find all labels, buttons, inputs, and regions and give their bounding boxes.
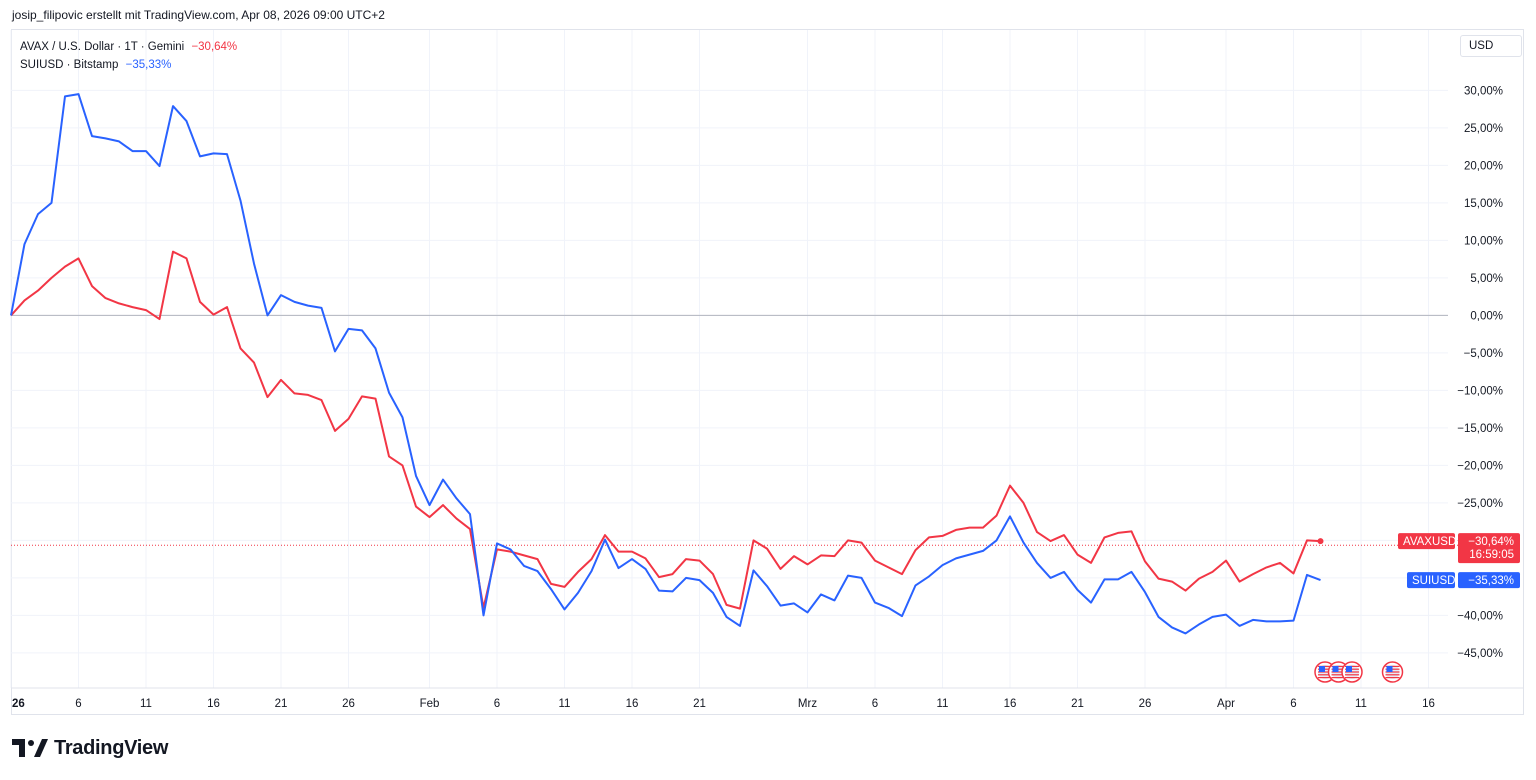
flag-canton bbox=[1386, 666, 1393, 672]
x-tick-label: 16 bbox=[1422, 698, 1435, 710]
x-tick-label: 11 bbox=[937, 698, 949, 710]
x-tick-label: Mrz bbox=[798, 698, 817, 710]
x-tick-label: 26 bbox=[1139, 698, 1152, 710]
x-tick-label: 11 bbox=[1355, 698, 1367, 710]
y-tick-label: 20,00% bbox=[1464, 160, 1503, 172]
event-markers bbox=[1314, 661, 1404, 683]
y-tick-label: 0,00% bbox=[1470, 310, 1503, 322]
x-tick-label: 26 bbox=[342, 698, 355, 710]
x-tick-label: 11 bbox=[559, 698, 571, 710]
y-tick-label: −45,00% bbox=[1457, 648, 1503, 660]
avax-value-tag-text: −30,64% bbox=[1468, 536, 1514, 548]
y-tick-label: −15,00% bbox=[1457, 423, 1503, 435]
chart-attribution: josip_filipovic erstellt mit TradingView… bbox=[12, 8, 385, 22]
x-tick-label: 6 bbox=[494, 698, 500, 710]
y-tick-label: 5,00% bbox=[1470, 273, 1503, 285]
y-tick-label: 15,00% bbox=[1464, 198, 1503, 210]
y-tick-label: 30,00% bbox=[1464, 85, 1503, 97]
x-tick-label: 21 bbox=[1071, 698, 1084, 710]
legend-avax-change: −30,64% bbox=[191, 41, 238, 53]
x-tick-label: 16 bbox=[1004, 698, 1017, 710]
legend-sui-change: −35,33% bbox=[125, 59, 172, 71]
flag-canton bbox=[1319, 666, 1325, 672]
sui-name-tag-bg bbox=[1407, 572, 1455, 589]
legend-sui[interactable]: SUIUSD · Bitstamp −35,33% bbox=[20, 56, 237, 74]
y-axis: 30,00% 25,00% 20,00% 15,00% 10,00% 5,00% 0,00%… bbox=[1457, 85, 1503, 660]
series-line-avaxusd bbox=[10, 250, 1321, 610]
y-tick-label: −40,00% bbox=[1457, 610, 1503, 622]
avax-last-point bbox=[1317, 538, 1324, 545]
chart-legend: AVAX / U.S. Dollar · 1T · Gemini −30,64%… bbox=[20, 38, 237, 74]
y-tick-label: −10,00% bbox=[1457, 385, 1503, 397]
sui-name-tag: SUIUSD bbox=[1407, 572, 1455, 589]
x-tick-label: 16 bbox=[207, 698, 220, 710]
grid-lines bbox=[10, 30, 1524, 689]
tradingview-logo[interactable]: TradingView bbox=[12, 737, 168, 760]
sui-value-tag-bg bbox=[1458, 572, 1520, 589]
currency-button[interactable]: USD bbox=[1460, 35, 1522, 57]
x-tick-label: 6 bbox=[75, 698, 81, 710]
series-lines bbox=[10, 93, 1324, 635]
x-tick-label: 11 bbox=[140, 698, 152, 710]
flag-canton bbox=[1332, 666, 1339, 672]
avax-name-tag-bg bbox=[1398, 533, 1455, 550]
x-tick-label: 21 bbox=[275, 698, 288, 710]
y-tick-label: −25,00% bbox=[1457, 498, 1503, 510]
legend-avax[interactable]: AVAX / U.S. Dollar · 1T · Gemini −30,64% bbox=[20, 38, 237, 56]
x-axis: 26 6 11 16 21 26 Feb 6 11 16 21 Mrz 6 11 16 21 26 Apr 6 11 1… bbox=[12, 698, 1435, 710]
tradingview-logo-icon bbox=[12, 738, 48, 757]
y-tick-label: −20,00% bbox=[1457, 460, 1503, 472]
us-flag-event-icon[interactable] bbox=[1341, 661, 1363, 683]
y-tick-label: 25,00% bbox=[1464, 123, 1503, 135]
sui-value-tag: −35,33% bbox=[1458, 572, 1520, 589]
y-tick-label: −5,00% bbox=[1464, 348, 1503, 360]
x-tick-label: 6 bbox=[872, 698, 878, 710]
x-tick-label: Apr bbox=[1217, 698, 1235, 710]
y-tick-label: 10,00% bbox=[1464, 235, 1503, 247]
avax-value-tag: −30,64%16:59:05 bbox=[1458, 533, 1520, 564]
sui-value-tag-text: −35,33% bbox=[1468, 575, 1514, 587]
avax-name-tag-text: AVAXUSD bbox=[1403, 536, 1456, 548]
avax-value-tag-text: 16:59:05 bbox=[1469, 549, 1514, 561]
sui-name-tag-text: SUIUSD bbox=[1412, 575, 1455, 587]
x-tick-label: 26 bbox=[12, 698, 25, 710]
us-flag-event-icon[interactable] bbox=[1381, 661, 1404, 683]
x-tick-label: 21 bbox=[693, 698, 706, 710]
avax-name-tag: AVAXUSD bbox=[1398, 533, 1456, 550]
flag-canton bbox=[1346, 666, 1352, 672]
series-line-suiusd bbox=[10, 93, 1321, 635]
legend-avax-label: AVAX / U.S. Dollar · 1T · Gemini bbox=[20, 41, 185, 53]
x-tick-label: 6 bbox=[1290, 698, 1296, 710]
x-tick-label: Feb bbox=[420, 698, 440, 710]
tradingview-wordmark: TradingView bbox=[54, 737, 169, 759]
x-tick-label: 16 bbox=[626, 698, 639, 710]
avax-value-tag-bg bbox=[1458, 533, 1520, 564]
legend-sui-label: SUIUSD · Bitstamp bbox=[20, 59, 119, 71]
